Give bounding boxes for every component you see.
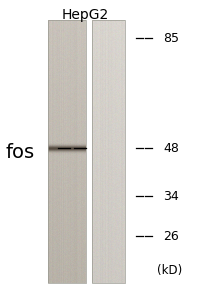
Bar (48, 20, 86, 283)
Text: HepG2: HepG2 (61, 8, 108, 22)
Text: 85: 85 (162, 32, 178, 44)
Text: (kD): (kD) (156, 264, 181, 277)
Text: 48: 48 (162, 142, 178, 154)
Text: 34: 34 (162, 190, 178, 202)
Text: fos: fos (5, 142, 34, 161)
Text: 26: 26 (162, 230, 178, 242)
Bar (92, 20, 124, 283)
